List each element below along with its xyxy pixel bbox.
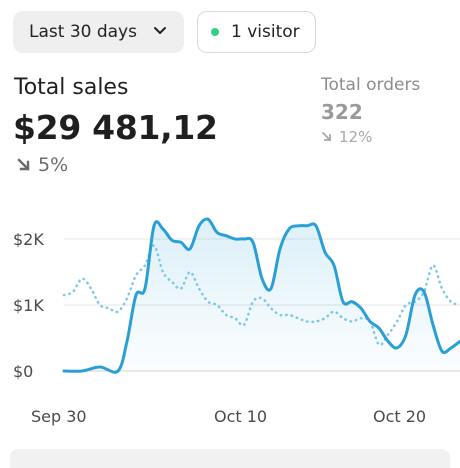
date-range-button[interactable]: Last 30 days xyxy=(13,11,184,53)
visitors-label: 1 visitor xyxy=(231,22,300,42)
y-tick-label: $0 xyxy=(13,362,33,381)
y-tick-label: $1K xyxy=(13,296,44,315)
total-orders-value: 322 xyxy=(321,100,363,124)
x-tick-label: Oct 20 xyxy=(373,407,426,426)
y-tick-label: $2K xyxy=(13,230,44,249)
total-sales-change: 5% xyxy=(16,154,68,176)
total-sales-change-value: 5% xyxy=(38,154,69,176)
total-sales-value: $29 481,12 xyxy=(13,108,218,147)
total-sales-label: Total sales xyxy=(14,75,129,100)
date-range-label: Last 30 days xyxy=(29,22,137,42)
arrow-down-right-icon xyxy=(321,131,332,142)
sales-area-fill xyxy=(64,218,460,373)
total-orders-change: 12% xyxy=(321,128,372,146)
current-period-line xyxy=(62,217,460,374)
total-orders-change-value: 12% xyxy=(339,128,373,146)
online-status-dot xyxy=(211,28,219,36)
sales-line-chart: $2K $1K $0 Sep 30 Oct 10 Oct 20 xyxy=(13,217,460,426)
x-tick-label: Oct 10 xyxy=(214,407,267,426)
total-orders-label: Total orders xyxy=(321,75,421,95)
visitors-badge[interactable]: 1 visitor xyxy=(197,11,316,53)
arrow-down-right-icon xyxy=(17,158,30,171)
x-tick-label: Sep 30 xyxy=(31,407,87,426)
next-card-edge xyxy=(10,449,450,468)
chevron-down-icon xyxy=(154,27,166,34)
previous-period-line xyxy=(62,244,460,347)
